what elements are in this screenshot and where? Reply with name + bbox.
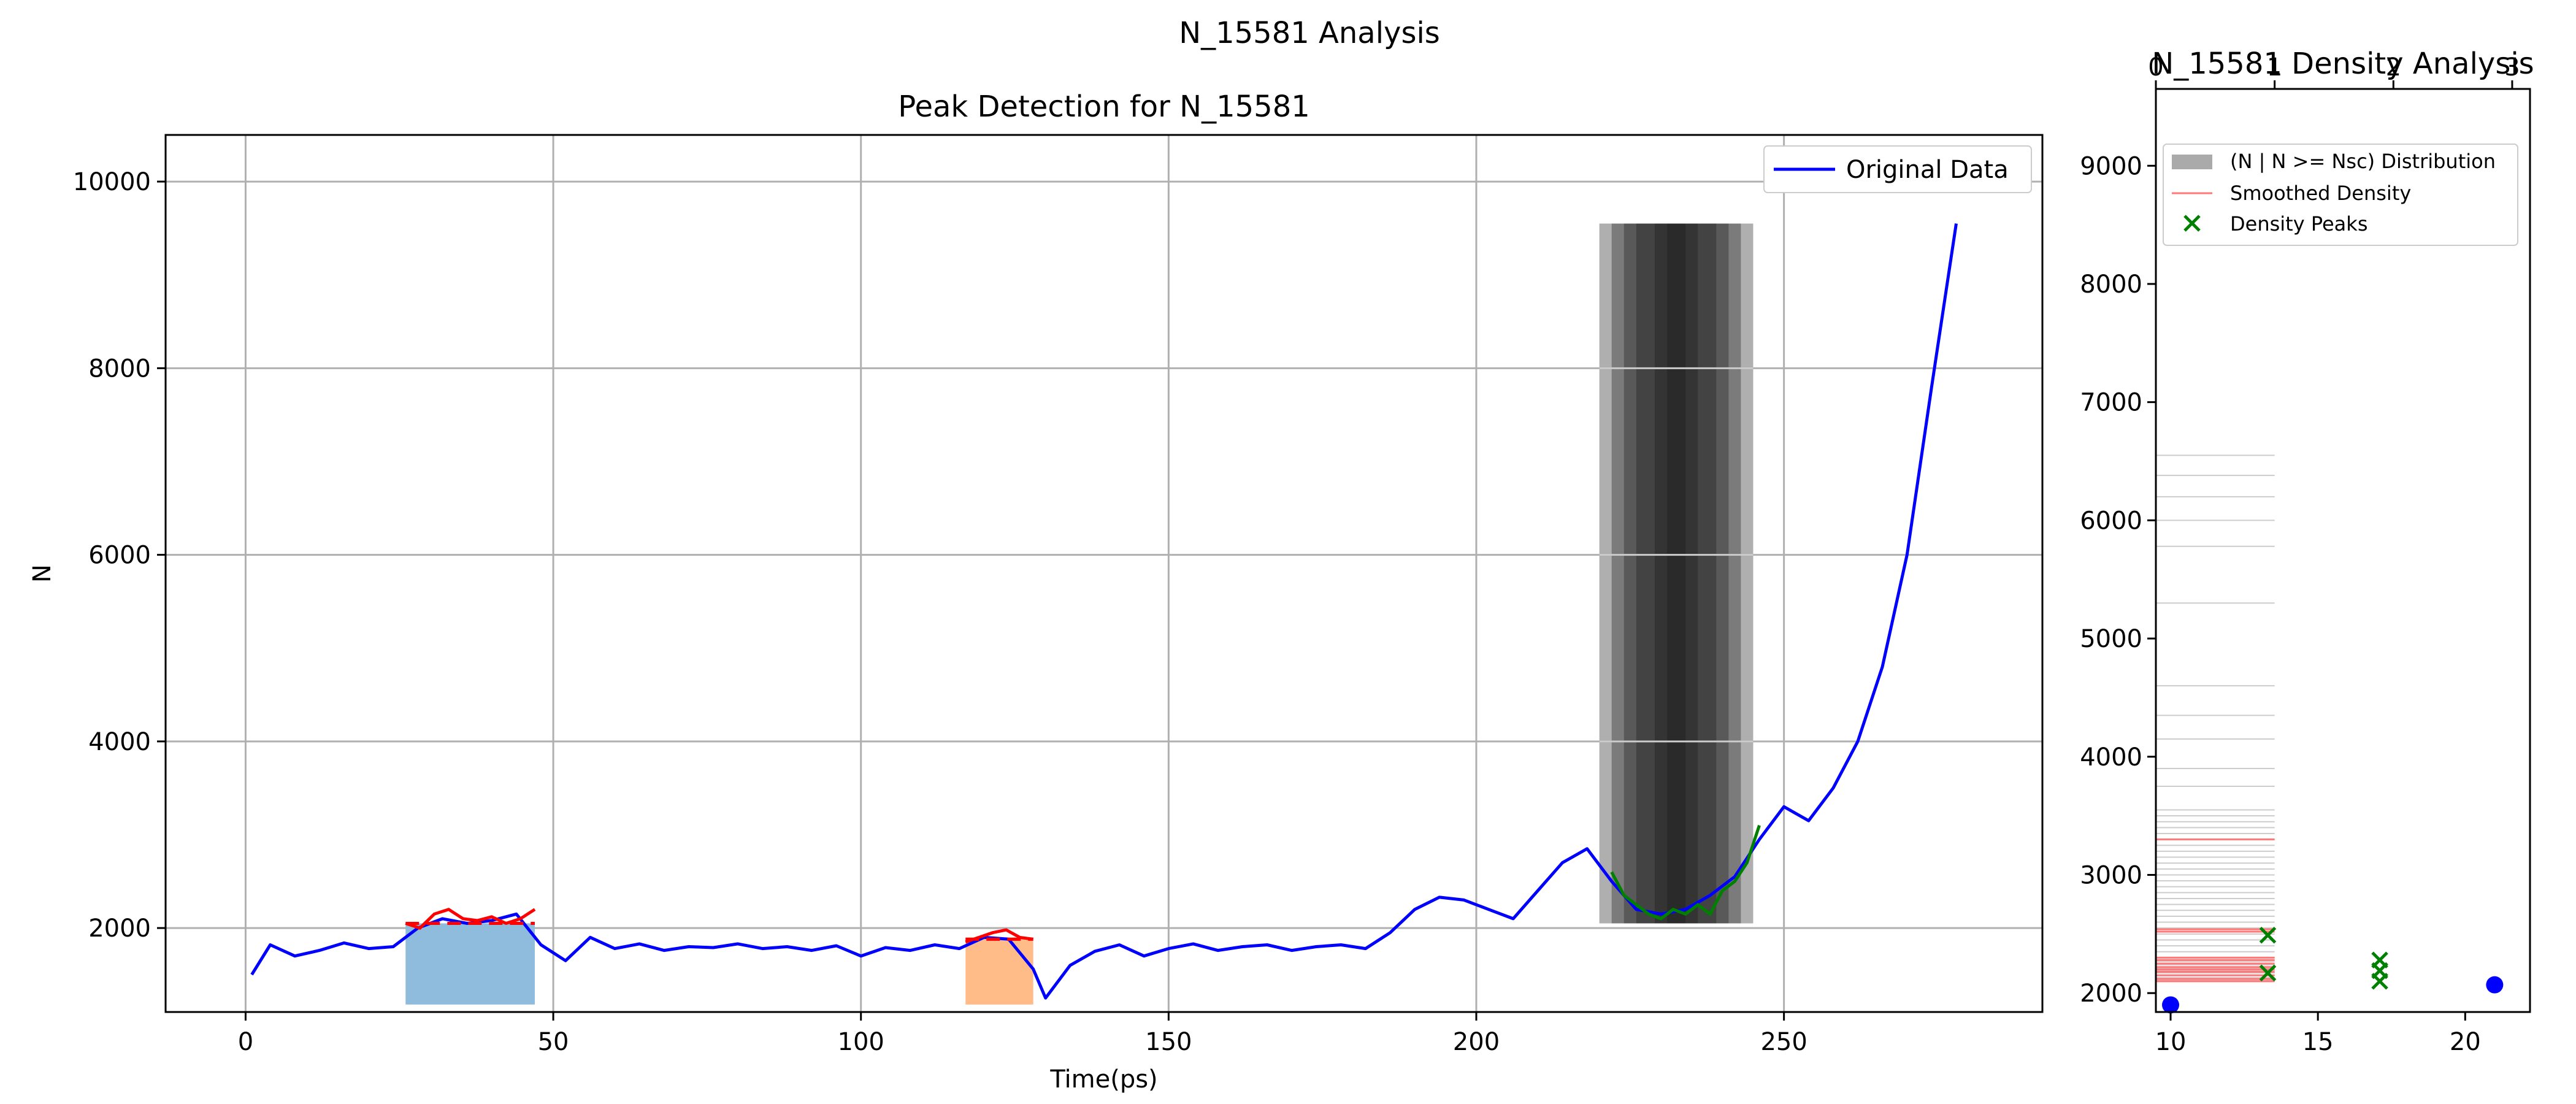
x-tick-label: 150 [1145,1028,1192,1056]
density-legend-box [2163,144,2518,246]
dark-band-layer [1623,223,1729,924]
figure-title: N_15581 Analysis [1179,16,1440,50]
dark-band-layer [1667,223,1686,924]
legend-swatch-distribution [2172,155,2212,169]
density-top-tick-label: 1 [2267,53,2282,82]
y-tick-label: 6000 [88,542,151,570]
density-y-tick-label: 7000 [2080,389,2142,417]
y-tick-label: 2000 [88,914,151,943]
x-tick-label: 100 [838,1028,884,1056]
y-axis-label: N [28,564,56,583]
x-tick-label: 50 [538,1028,569,1056]
extra-point [2162,996,2180,1014]
panel-title: Peak Detection for N_15581 [898,90,1310,124]
density-y-tick-label: 9000 [2080,152,2142,180]
peak-detection-panel: Peak Detection for N_15581 0 50 100 150 200 2… [28,90,2044,1094]
legend-label-smoothed-density: Smoothed Density [2230,182,2411,205]
peak-fill-2 [965,937,1033,1005]
dark-band-layer [1611,223,1741,924]
density-y-tick-label: 4000 [2080,743,2142,772]
x-tick-label: 0 [238,1028,253,1056]
dark-band [1599,223,1754,924]
dark-band-layer [1654,223,1698,924]
extra-point [2486,976,2504,994]
density-y-tick-label: 3000 [2080,861,2142,889]
y-tick-label: 4000 [88,728,151,756]
plot-frame [164,134,2044,1013]
legend-label-original-data: Original Data [1846,156,2009,184]
x-axis-label: Time(ps) [1049,1065,1157,1094]
peak-fill-1 [405,923,535,1005]
grid-lines [166,135,2042,1012]
density-y-tick-label: 6000 [2080,507,2142,535]
axis-ticks: 0 50 100 150 200 250 2000 4000 6000 8000 10000 [73,168,1807,1056]
density-x-tick-label: 15 [2302,1028,2334,1056]
density-peak-marker [2371,951,2388,968]
density-axis-ticks: 2000 3000 4000 5000 6000 7000 8000 9000 10 15 20 0 1… [2080,53,2520,1056]
density-x-tick-label: 10 [2155,1028,2187,1056]
distribution-bars [2156,454,2275,981]
legend-label-density-peaks: Density Peaks [2230,212,2367,236]
density-peak-markers [2259,926,2388,990]
density-panel-title: N_15581 Density Analysis [2152,47,2534,81]
density-peak-marker [2259,964,2277,982]
density-peak-marker [2259,926,2277,944]
legend-box [1763,145,2032,193]
legend-swatch-density-peaks [2183,215,2201,232]
legend-label-distribution: (N | N >= Nsc) Distribution [2230,150,2496,173]
density-analysis-panel: N_15581 Density Analysis 2000 3000 4000 500… [2080,47,2534,1056]
density-y-tick-label: 2000 [2080,979,2142,1008]
peak-segment-1 [405,907,536,930]
smoothed-density-lines [2156,838,2275,983]
extra-points [2162,976,2504,1014]
y-tick-label: 8000 [88,355,151,383]
density-top-tick-label: 0 [2148,53,2163,82]
density-y-tick-label: 5000 [2080,625,2142,653]
y-tick-label: 10000 [73,168,151,196]
density-x-tick-label: 20 [2450,1028,2481,1056]
x-tick-label: 200 [1453,1028,1500,1056]
dark-band-layer [1636,223,1717,924]
density-legend: (N | N >= Nsc) Distribution Smoothed Den… [2163,144,2518,246]
density-top-tick-label: 2 [2386,53,2401,82]
legend: Original Data [1763,145,2032,193]
descent-segment [1610,824,1761,921]
density-plot-frame [2155,88,2531,1013]
series-layer [250,223,1958,1000]
density-top-tick-label: 3 [2504,53,2520,82]
x-tick-label: 250 [1760,1028,1807,1056]
dark-band-layer [1599,223,1754,924]
peak-fills [405,923,1033,1005]
density-y-tick-label: 8000 [2080,270,2142,299]
